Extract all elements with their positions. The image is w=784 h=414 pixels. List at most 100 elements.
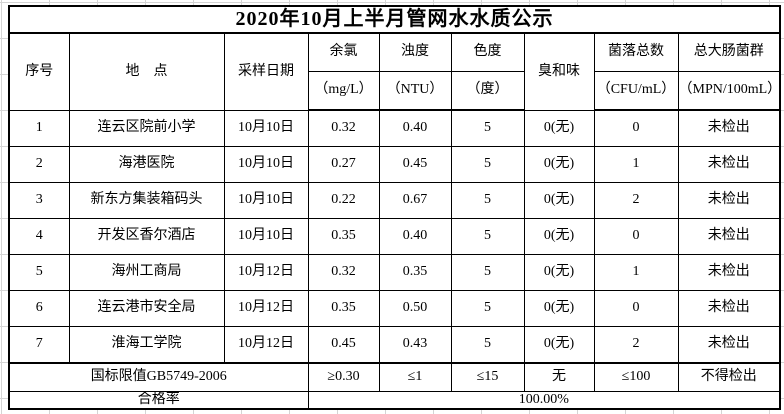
cell-coliform[interactable]: 未检出 xyxy=(677,218,781,255)
rate-row: 合格率 100.00% xyxy=(8,391,781,410)
cell-seq[interactable]: 6 xyxy=(8,290,70,327)
column-unit-coliform[interactable]: （MPN/100mL） xyxy=(677,71,781,111)
cell-location[interactable]: 海港医院 xyxy=(68,146,225,183)
rate-row-value[interactable]: 100.00% xyxy=(307,391,781,410)
cell-location[interactable]: 新东方集装箱码头 xyxy=(68,182,225,219)
column-header-turbidity[interactable]: 浊度 xyxy=(378,32,452,72)
limit-coliform[interactable]: 不得检出 xyxy=(677,362,781,392)
cell-chlorine[interactable]: 0.27 xyxy=(307,146,380,183)
cell-colony[interactable]: 2 xyxy=(593,182,679,219)
column-unit-colony[interactable]: （CFU/mL） xyxy=(593,71,679,111)
cell-odor[interactable]: 0(无) xyxy=(523,182,595,219)
limit-colony[interactable]: ≤100 xyxy=(593,362,679,392)
cell-coliform[interactable]: 未检出 xyxy=(677,146,781,183)
cell-date[interactable]: 10月10日 xyxy=(223,218,309,255)
cell-turbidity[interactable]: 0.40 xyxy=(378,218,452,255)
rate-row-label[interactable]: 合格率 xyxy=(8,391,309,410)
cell-seq[interactable]: 7 xyxy=(8,326,70,364)
cell-seq[interactable]: 2 xyxy=(8,146,70,183)
title-row: 2020年10月上半月管网水水质公示 xyxy=(8,5,781,34)
limit-turbidity[interactable]: ≤1 xyxy=(378,362,452,392)
column-header-odor[interactable]: 臭和味 xyxy=(523,32,595,111)
table-row: 6 连云港市安全局 10月12日 0.35 0.50 5 0(无) 0 未检出 xyxy=(8,290,781,327)
cell-date[interactable]: 10月10日 xyxy=(223,109,309,147)
cell-chlorine[interactable]: 0.35 xyxy=(307,218,380,255)
cell-seq[interactable]: 1 xyxy=(8,109,70,147)
limit-odor[interactable]: 无 xyxy=(523,362,595,392)
cell-odor[interactable]: 0(无) xyxy=(523,109,595,147)
cell-colony[interactable]: 0 xyxy=(593,290,679,327)
column-header-coliform[interactable]: 总大肠菌群 xyxy=(677,32,781,72)
cell-turbidity[interactable]: 0.43 xyxy=(378,326,452,364)
cell-date[interactable]: 10月12日 xyxy=(223,290,309,327)
header-row: 序号 地 点 采样日期 余氯 浊度 色度 臭和味 菌落总数 总大肠菌群 xyxy=(8,32,781,111)
cell-date[interactable]: 10月12日 xyxy=(223,326,309,364)
cell-color[interactable]: 5 xyxy=(450,290,525,327)
limit-row-label[interactable]: 国标限值GB5749-2006 xyxy=(8,362,309,392)
cell-coliform[interactable]: 未检出 xyxy=(677,109,781,147)
cell-location[interactable]: 海州工商局 xyxy=(68,254,225,291)
cell-turbidity[interactable]: 0.35 xyxy=(378,254,452,291)
cell-color[interactable]: 5 xyxy=(450,182,525,219)
cell-coliform[interactable]: 未检出 xyxy=(677,254,781,291)
cell-colony[interactable]: 2 xyxy=(593,326,679,364)
cell-color[interactable]: 5 xyxy=(450,254,525,291)
cell-date[interactable]: 10月12日 xyxy=(223,254,309,291)
cell-turbidity[interactable]: 0.67 xyxy=(378,182,452,219)
cell-odor[interactable]: 0(无) xyxy=(523,254,595,291)
table-row: 4 开发区香尔酒店 10月10日 0.35 0.40 5 0(无) 0 未检出 xyxy=(8,218,781,255)
cell-date[interactable]: 10月10日 xyxy=(223,146,309,183)
limit-color[interactable]: ≤15 xyxy=(450,362,525,392)
cell-chlorine[interactable]: 0.35 xyxy=(307,290,380,327)
cell-coliform[interactable]: 未检出 xyxy=(677,326,781,364)
cell-turbidity[interactable]: 0.50 xyxy=(378,290,452,327)
column-unit-color[interactable]: （度） xyxy=(450,71,525,111)
table-row: 2 海港医院 10月10日 0.27 0.45 5 0(无) 1 未检出 xyxy=(8,146,781,183)
cell-turbidity[interactable]: 0.40 xyxy=(378,109,452,147)
cell-chlorine[interactable]: 0.22 xyxy=(307,182,380,219)
table-row: 7 淮海工学院 10月12日 0.45 0.43 5 0(无) 2 未检出 xyxy=(8,326,781,364)
column-unit-turbidity[interactable]: （NTU） xyxy=(378,71,452,111)
cell-odor[interactable]: 0(无) xyxy=(523,146,595,183)
cell-odor[interactable]: 0(无) xyxy=(523,218,595,255)
column-header-chlorine[interactable]: 余氯 xyxy=(307,32,380,72)
column-header-colony[interactable]: 菌落总数 xyxy=(593,32,679,72)
cell-color[interactable]: 5 xyxy=(450,218,525,255)
cell-seq[interactable]: 4 xyxy=(8,218,70,255)
cell-chlorine[interactable]: 0.32 xyxy=(307,109,380,147)
cell-colony[interactable]: 1 xyxy=(593,146,679,183)
cell-odor[interactable]: 0(无) xyxy=(523,326,595,364)
cell-color[interactable]: 5 xyxy=(450,109,525,147)
cell-date[interactable]: 10月10日 xyxy=(223,182,309,219)
column-unit-chlorine[interactable]: （mg/L） xyxy=(307,71,380,111)
limit-chlorine[interactable]: ≥0.30 xyxy=(307,362,380,392)
column-header-date[interactable]: 采样日期 xyxy=(223,32,309,111)
cell-location[interactable]: 开发区香尔酒店 xyxy=(68,218,225,255)
cell-odor[interactable]: 0(无) xyxy=(523,290,595,327)
table-row: 5 海州工商局 10月12日 0.32 0.35 5 0(无) 1 未检出 xyxy=(8,254,781,291)
water-quality-table: 2020年10月上半月管网水水质公示 序号 地 点 采样日期 余氯 浊度 色度 … xyxy=(8,5,782,411)
cell-colony[interactable]: 0 xyxy=(593,218,679,255)
header-units-row: （mg/L） （NTU） （度） （CFU/mL） （MPN/100mL） xyxy=(9,71,781,111)
cell-colony[interactable]: 1 xyxy=(593,254,679,291)
cell-location[interactable]: 连云区院前小学 xyxy=(68,109,225,147)
column-header-color[interactable]: 色度 xyxy=(450,32,525,72)
cell-seq[interactable]: 3 xyxy=(8,182,70,219)
column-header-location[interactable]: 地 点 xyxy=(68,32,225,111)
cell-chlorine[interactable]: 0.32 xyxy=(307,254,380,291)
cell-color[interactable]: 5 xyxy=(450,326,525,364)
cell-coliform[interactable]: 未检出 xyxy=(677,290,781,327)
cell-colony[interactable]: 0 xyxy=(593,109,679,147)
cell-color[interactable]: 5 xyxy=(450,146,525,183)
cell-chlorine[interactable]: 0.45 xyxy=(307,326,380,364)
table-title[interactable]: 2020年10月上半月管网水水质公示 xyxy=(8,5,781,34)
cell-seq[interactable]: 5 xyxy=(8,254,70,291)
cell-turbidity[interactable]: 0.45 xyxy=(378,146,452,183)
column-header-seq[interactable]: 序号 xyxy=(8,32,70,111)
cell-location[interactable]: 淮海工学院 xyxy=(68,326,225,364)
table-row: 1 连云区院前小学 10月10日 0.32 0.40 5 0(无) 0 未检出 xyxy=(8,109,781,147)
cell-location[interactable]: 连云港市安全局 xyxy=(68,290,225,327)
cell-coliform[interactable]: 未检出 xyxy=(677,182,781,219)
limit-row: 国标限值GB5749-2006 ≥0.30 ≤1 ≤15 无 ≤100 不得检出 xyxy=(8,362,781,392)
